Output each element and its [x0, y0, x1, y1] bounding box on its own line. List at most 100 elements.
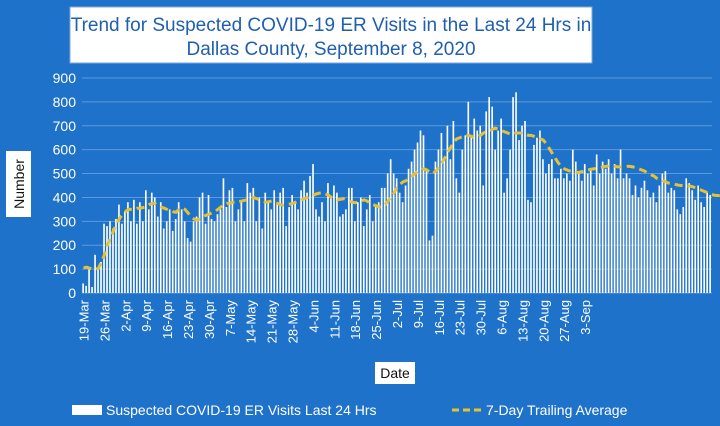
bar	[189, 241, 192, 293]
x-tick-label: 13-Aug	[515, 300, 530, 342]
bar	[130, 221, 132, 293]
x-tick-label: 25-Jun	[369, 300, 384, 340]
bar	[398, 192, 401, 293]
x-tick-label: 18-Jun	[348, 300, 363, 340]
bar	[401, 202, 404, 293]
y-tick-label: 0	[68, 285, 76, 301]
visit-bars	[82, 92, 711, 293]
bar	[625, 173, 628, 293]
bar	[276, 204, 279, 293]
bar	[348, 187, 350, 293]
bar	[679, 214, 682, 293]
bar	[342, 214, 344, 293]
bar	[637, 197, 640, 293]
bar	[392, 173, 395, 293]
bar	[589, 168, 592, 293]
bar	[127, 202, 129, 293]
x-tick-label: 21-May	[265, 300, 280, 344]
bar	[246, 183, 249, 293]
bar	[153, 197, 156, 293]
bar	[673, 190, 676, 293]
x-tick-label: 16-Jul	[432, 300, 447, 336]
bar	[339, 216, 341, 293]
bar	[368, 195, 371, 293]
bar	[240, 202, 243, 293]
title-box	[69, 6, 593, 64]
bar	[497, 130, 499, 293]
bar	[159, 202, 162, 293]
bar	[667, 192, 670, 293]
bar	[243, 221, 246, 293]
bar	[312, 164, 314, 293]
bar	[470, 137, 473, 293]
bar	[503, 192, 505, 293]
bar	[658, 185, 661, 293]
bar	[530, 202, 532, 293]
bar	[186, 238, 189, 293]
bar	[682, 207, 685, 293]
bar	[354, 221, 356, 293]
y-tick-label: 400	[53, 189, 77, 205]
bar	[380, 187, 383, 293]
bar	[476, 130, 479, 293]
bar	[607, 159, 610, 293]
bar	[297, 209, 299, 293]
bar	[345, 209, 347, 293]
bar	[518, 140, 520, 293]
bar	[566, 173, 568, 293]
x-axis-label-box	[375, 362, 415, 384]
bar	[506, 178, 508, 293]
bar	[610, 173, 613, 293]
legend: Suspected COVID-19 ER Visits Last 24 Hrs…	[72, 402, 628, 418]
bar	[162, 228, 165, 293]
y-tick-label: 800	[53, 94, 77, 110]
x-tick-label: 30-Jul	[474, 300, 489, 336]
x-tick-label: 20-Aug	[536, 300, 551, 342]
bar	[583, 164, 586, 293]
bar	[670, 187, 673, 293]
bar	[595, 154, 598, 293]
bar	[112, 228, 114, 293]
bar	[482, 185, 485, 293]
bar	[386, 173, 389, 293]
bar	[560, 168, 562, 293]
bar	[288, 207, 290, 293]
legend-bar-label: Suspected COVID-19 ER Visits Last 24 Hrs	[106, 402, 377, 418]
bar	[440, 132, 443, 293]
bar	[434, 161, 437, 293]
bar	[168, 209, 171, 293]
bar	[655, 202, 658, 293]
bar	[192, 221, 195, 293]
bar	[94, 254, 96, 293]
bar	[383, 187, 386, 293]
chart-title-line-2: Dallas County, September 8, 2020	[186, 39, 475, 60]
bar	[422, 135, 425, 293]
bar	[604, 168, 607, 293]
seven-day-average-line	[83, 126, 720, 271]
bar	[509, 149, 511, 293]
bar	[136, 223, 138, 293]
bar	[165, 221, 168, 293]
bar	[694, 199, 697, 293]
bar	[464, 135, 467, 293]
bar	[371, 221, 374, 293]
bar	[219, 209, 222, 293]
x-tick-label: 9-Apr	[139, 299, 154, 331]
legend-bar-swatch	[72, 405, 102, 415]
bar	[455, 178, 458, 293]
bar	[539, 130, 541, 293]
bar	[479, 125, 482, 293]
bar	[452, 121, 455, 293]
x-tick-label: 9-Jul	[411, 300, 426, 328]
bar	[542, 159, 544, 293]
bar	[365, 209, 368, 293]
bar	[174, 218, 177, 293]
bar	[586, 173, 589, 293]
bar	[592, 185, 595, 293]
bar	[261, 228, 264, 293]
bar	[568, 180, 571, 293]
bar	[664, 171, 667, 293]
bar	[467, 101, 470, 293]
bar	[413, 149, 416, 293]
y-tick-label: 900	[53, 70, 77, 86]
